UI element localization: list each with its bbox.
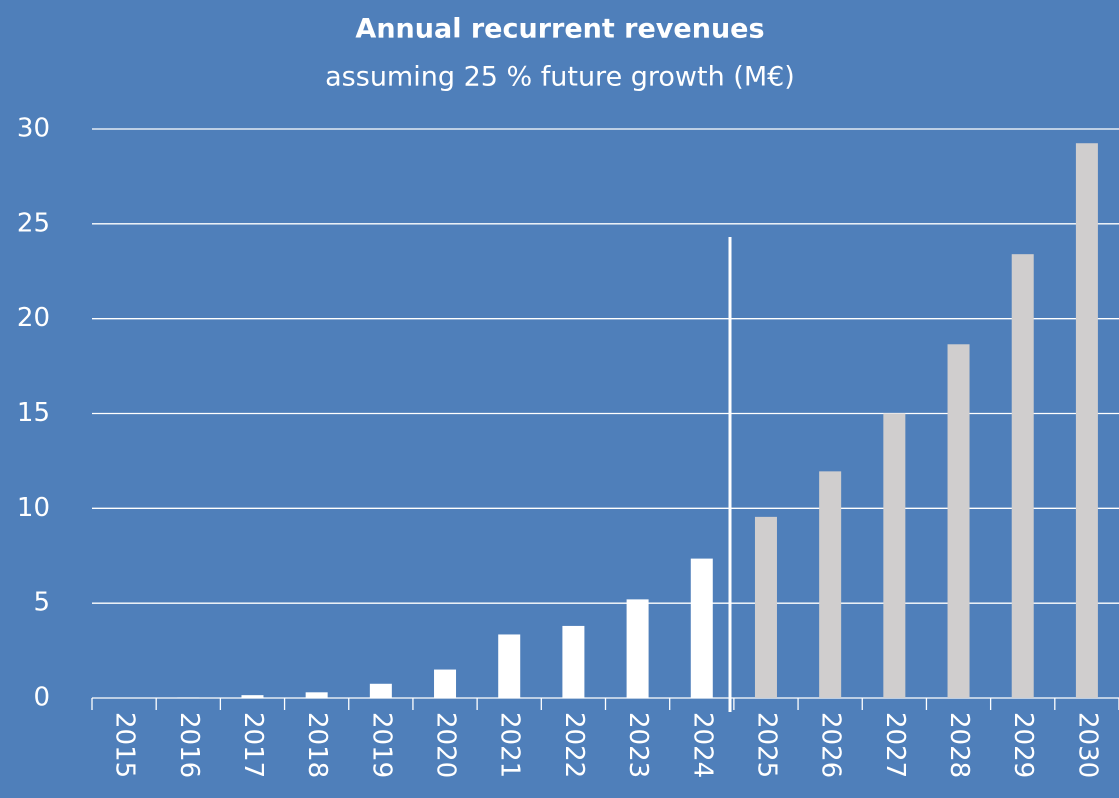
x-tick-label: 2017: [238, 712, 268, 778]
bar: [177, 697, 200, 698]
bar: [434, 669, 457, 698]
x-tick-label: 2029: [1008, 712, 1038, 778]
bar: [305, 692, 328, 698]
y-tick-label: 15: [17, 398, 50, 428]
x-tick-label: 2015: [110, 712, 140, 778]
bar: [498, 634, 521, 698]
y-tick-label: 20: [17, 303, 50, 333]
x-tick-label: 2020: [431, 712, 461, 778]
x-tick-label: 2022: [559, 712, 589, 778]
x-tick-label: 2026: [816, 712, 846, 778]
y-tick-label: 10: [17, 493, 50, 523]
y-tick-label: 0: [33, 683, 50, 713]
bar: [562, 625, 585, 698]
x-tick-label: 2018: [302, 712, 332, 778]
x-tick-label: 2023: [623, 712, 653, 778]
bar: [819, 471, 842, 698]
x-tick-label: 2028: [944, 712, 974, 778]
bar: [241, 695, 264, 698]
bar: [883, 413, 906, 698]
bar: [1075, 143, 1098, 699]
y-tick-label: 5: [33, 588, 50, 618]
y-tick-label: 25: [17, 208, 50, 238]
x-tick-label: 2027: [880, 712, 910, 778]
chart-subtitle: assuming 25 % future growth (M€): [325, 62, 795, 93]
x-tick-label: 2025: [751, 712, 781, 778]
bar: [754, 516, 777, 698]
bar: [369, 683, 392, 698]
bar: [626, 599, 649, 698]
bar: [1011, 254, 1034, 698]
x-tick-label: 2019: [366, 712, 396, 778]
bar: [947, 344, 970, 698]
chart-title: Annual recurrent revenues: [355, 14, 764, 45]
x-tick-label: 2030: [1072, 712, 1102, 778]
y-tick-label: 30: [17, 114, 50, 144]
bar: [690, 558, 713, 698]
x-tick-label: 2016: [174, 712, 204, 778]
x-tick-label: 2024: [687, 712, 717, 778]
x-tick-label: 2021: [495, 712, 525, 778]
